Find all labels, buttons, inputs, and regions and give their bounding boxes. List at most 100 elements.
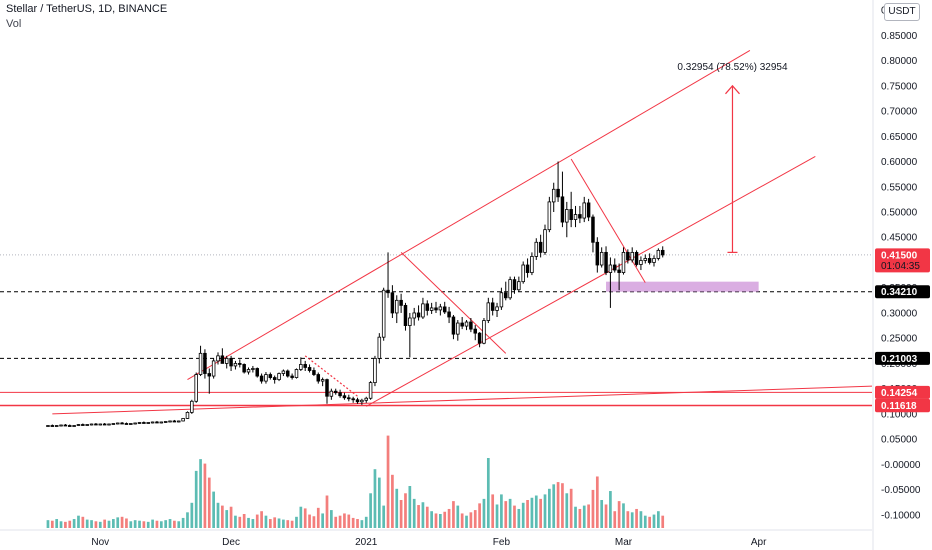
candle-body xyxy=(63,424,68,427)
volume-bar xyxy=(369,493,372,528)
candle-body xyxy=(142,422,146,424)
candle-body xyxy=(338,392,342,397)
candle xyxy=(456,320,460,341)
candle-body xyxy=(133,422,137,425)
candle-body xyxy=(185,411,190,419)
volume-bar xyxy=(469,512,473,528)
candle-body xyxy=(159,421,164,424)
volume-bar xyxy=(582,505,586,528)
currency-button[interactable]: USDT xyxy=(884,3,920,21)
candle xyxy=(277,372,281,382)
candle xyxy=(469,318,473,333)
currency-label: USDT xyxy=(888,6,916,17)
candle xyxy=(608,257,613,308)
candle-body xyxy=(599,251,604,266)
volume-bar xyxy=(395,488,399,528)
candle xyxy=(190,399,194,414)
candle-body xyxy=(442,306,447,313)
volume-bar xyxy=(486,458,490,528)
candle-body xyxy=(490,302,495,311)
candle xyxy=(421,297,425,320)
volume-bar xyxy=(207,477,211,528)
candle xyxy=(172,419,177,423)
candle xyxy=(115,422,120,425)
candle-body xyxy=(242,364,246,373)
candle-body xyxy=(543,229,547,253)
candle-body xyxy=(89,423,94,426)
candle-body xyxy=(534,241,539,257)
candle-body xyxy=(307,367,312,371)
candle xyxy=(338,389,342,398)
candle-body xyxy=(630,251,634,261)
volume-bar xyxy=(199,459,202,528)
candle xyxy=(85,424,89,427)
y-tick-label: -0.05000 xyxy=(881,485,921,496)
candle xyxy=(177,420,181,423)
volume-bar xyxy=(264,515,268,528)
candle xyxy=(569,191,573,228)
volume-bar xyxy=(229,506,233,528)
volume-bar xyxy=(164,520,168,528)
candle-body xyxy=(255,368,259,377)
volume-bar xyxy=(408,486,412,528)
volume-bar xyxy=(64,521,67,528)
candle-body xyxy=(486,302,491,321)
volume-bar xyxy=(517,508,521,528)
candle-body xyxy=(403,304,408,326)
candle-body xyxy=(329,390,334,397)
x-tick-label: Apr xyxy=(751,537,767,548)
candle xyxy=(290,373,294,380)
volume-bar xyxy=(587,504,590,528)
candle-body xyxy=(595,241,600,266)
candle-body xyxy=(456,322,460,335)
volume-bar xyxy=(421,502,425,528)
candle-body xyxy=(272,377,277,380)
candle-body xyxy=(124,423,129,425)
candle-body xyxy=(551,188,556,203)
volume-bar xyxy=(648,516,651,528)
candle-body xyxy=(150,421,155,424)
candle-body xyxy=(316,374,321,382)
candle xyxy=(355,397,360,404)
candle-body xyxy=(477,332,482,344)
candle xyxy=(425,300,430,316)
x-tick-label: Mar xyxy=(615,537,633,548)
candle xyxy=(224,355,229,369)
candle-body xyxy=(438,306,443,311)
candle xyxy=(320,377,325,387)
volume-bar xyxy=(168,519,172,528)
candle xyxy=(560,171,565,228)
candle-body xyxy=(72,425,76,427)
candle-body xyxy=(586,202,591,218)
volume-bar xyxy=(190,502,194,528)
candle xyxy=(203,349,207,379)
volume-bar xyxy=(290,520,294,528)
candle xyxy=(286,369,290,378)
candle-body xyxy=(233,363,238,367)
candle-body xyxy=(68,425,72,427)
candle xyxy=(299,357,303,371)
volume-bar xyxy=(526,500,529,528)
volume-bar xyxy=(613,511,617,528)
candle xyxy=(521,261,525,284)
volume-bar xyxy=(399,500,403,528)
candle-body xyxy=(168,420,172,423)
candle xyxy=(325,378,329,404)
candle xyxy=(486,297,491,324)
candle-body xyxy=(303,364,307,368)
candle xyxy=(434,301,438,313)
candle xyxy=(150,421,155,424)
candle-body xyxy=(473,328,477,334)
candle xyxy=(565,201,569,238)
candle xyxy=(473,325,477,341)
volume-bar xyxy=(465,515,468,528)
candle-body xyxy=(238,363,242,365)
volume-bar xyxy=(561,483,564,528)
volume-bar xyxy=(155,520,159,528)
candle xyxy=(416,305,421,321)
volume-bar xyxy=(125,518,128,528)
measure-arrow-icon xyxy=(725,84,740,95)
